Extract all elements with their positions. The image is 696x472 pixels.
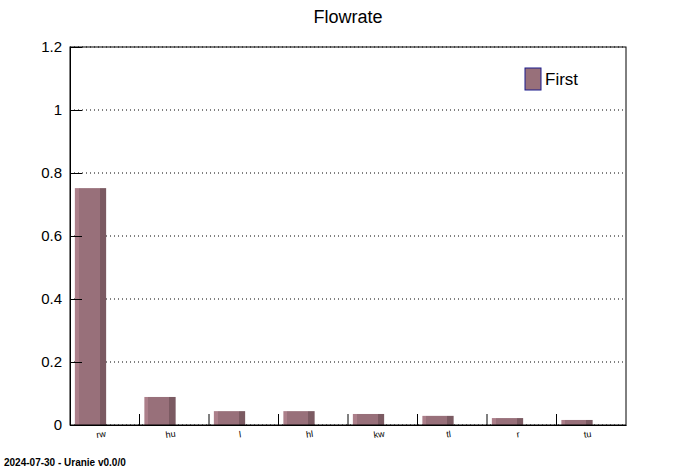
y-tick-mark — [70, 110, 82, 111]
x-tick-label: r — [516, 429, 520, 439]
y-tick-label: 0 — [54, 416, 62, 433]
x-tick-label: tl — [446, 429, 452, 440]
y-tick-mark — [70, 236, 82, 237]
grid-line — [70, 173, 626, 174]
x-tick-label: hl — [305, 429, 313, 440]
bar — [492, 418, 523, 425]
y-tick: 0.6 — [41, 227, 82, 244]
x-tick: kw — [373, 425, 386, 440]
x-tick-label: tu — [583, 429, 592, 440]
bar — [283, 411, 314, 425]
y-tick: 1 — [54, 101, 82, 118]
x-tick-label: kw — [373, 429, 386, 441]
annotation: 2024-07-30 - Uranie v0.0/0 — [4, 457, 126, 468]
x-tick-label: rw — [96, 429, 107, 440]
chart: 0 0.2 0.4 0.6 0.8 1 1.2 rw hu l hl kw tl r tu Flowrate F… — [0, 0, 696, 472]
y-tick-label: 0.2 — [41, 353, 62, 370]
x-tick: hl — [305, 425, 313, 440]
y-tick: 0.2 — [41, 353, 82, 370]
x-tick: tl — [446, 425, 453, 440]
category-divider — [417, 414, 418, 425]
x-tick-label: hu — [165, 429, 176, 440]
y-tick: 1.2 — [41, 38, 82, 55]
category-divider — [487, 414, 488, 425]
x-tick: rw — [96, 425, 107, 440]
grid — [70, 47, 626, 425]
x-tick: l — [238, 425, 243, 439]
y-tick: 0.8 — [41, 164, 82, 181]
grid-line — [70, 110, 626, 111]
y-tick: 0 — [54, 416, 82, 433]
grid-line — [70, 362, 626, 363]
plot: 0 0.2 0.4 0.6 0.8 1 1.2 rw hu l hl kw tl r tu — [41, 38, 626, 440]
category-divider — [556, 414, 557, 425]
y-tick-label: 0.4 — [41, 290, 62, 307]
bar — [214, 411, 245, 425]
category-divider — [139, 414, 140, 425]
grid-line — [70, 236, 626, 237]
grid-line — [70, 299, 626, 300]
y-tick-mark — [70, 362, 82, 363]
y-tick: 0.4 — [41, 290, 82, 307]
bar — [75, 188, 106, 425]
category-divider — [209, 414, 210, 425]
y-tick-label: 0.6 — [41, 227, 62, 244]
category-divider — [278, 414, 279, 425]
category-divider — [348, 414, 349, 425]
bars — [75, 188, 593, 425]
bar — [422, 416, 453, 425]
x-axis: rw hu l hl kw tl r tu — [71, 425, 627, 440]
x-tick-label: l — [238, 429, 241, 439]
y-tick-label: 1 — [54, 101, 62, 118]
title: Flowrate — [313, 7, 382, 27]
bar — [353, 414, 384, 425]
x-tick: hu — [165, 425, 176, 440]
x-tick: tu — [583, 425, 592, 440]
y-tick-mark — [70, 173, 82, 174]
x-tick: r — [516, 425, 522, 439]
legend-label: First — [545, 70, 578, 89]
bar — [144, 397, 175, 425]
frame — [70, 47, 626, 425]
y-axis: 0 0.2 0.4 0.6 0.8 1 1.2 — [41, 38, 82, 433]
y-tick-mark — [70, 299, 82, 300]
bar — [561, 420, 592, 425]
category-dividers — [140, 414, 557, 425]
y-tick-label: 1.2 — [41, 38, 62, 55]
x-axis-line — [71, 425, 627, 426]
y-tick-mark — [70, 47, 82, 48]
legend-swatch — [525, 68, 541, 90]
y-tick-label: 0.8 — [41, 164, 62, 181]
y-axis-line — [71, 48, 83, 426]
legend: First — [525, 68, 578, 90]
